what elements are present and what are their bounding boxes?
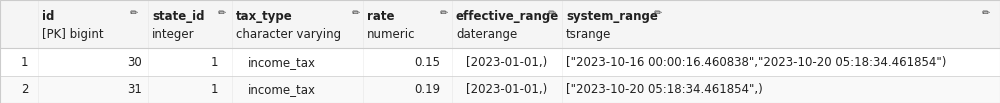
- Text: ✏: ✏: [352, 8, 360, 18]
- Text: system_range: system_range: [566, 10, 658, 23]
- Text: income_tax: income_tax: [248, 83, 316, 96]
- Text: ✏: ✏: [218, 8, 226, 18]
- Text: 2: 2: [21, 83, 28, 96]
- Text: state_id: state_id: [152, 10, 205, 23]
- Text: ["2023-10-16 00:00:16.460838","2023-10-20 05:18:34.461854"): ["2023-10-16 00:00:16.460838","2023-10-2…: [566, 56, 946, 69]
- Text: effective_range: effective_range: [456, 10, 559, 23]
- Text: rate: rate: [367, 10, 394, 23]
- Text: character varying: character varying: [236, 28, 341, 41]
- Bar: [0, 48, 1000, 76]
- Text: numeric: numeric: [367, 28, 416, 41]
- Text: ✏: ✏: [982, 8, 990, 18]
- Bar: [0, 0, 1000, 48]
- Text: 30: 30: [127, 56, 142, 69]
- Text: [2023-01-01,): [2023-01-01,): [466, 83, 547, 96]
- Text: tax_type: tax_type: [236, 10, 293, 23]
- Text: daterange: daterange: [456, 28, 517, 41]
- Text: [2023-01-01,): [2023-01-01,): [466, 56, 547, 69]
- Text: ["2023-10-20 05:18:34.461854",): ["2023-10-20 05:18:34.461854",): [566, 83, 763, 96]
- Text: income_tax: income_tax: [248, 56, 316, 69]
- Text: 0.19: 0.19: [414, 83, 440, 96]
- Text: 1: 1: [21, 56, 28, 69]
- Text: ✏: ✏: [548, 8, 556, 18]
- Text: tsrange: tsrange: [566, 28, 611, 41]
- Text: 1: 1: [210, 83, 218, 96]
- Text: 1: 1: [210, 56, 218, 69]
- Bar: [0, 76, 1000, 103]
- Text: 0.15: 0.15: [414, 56, 440, 69]
- Text: id: id: [42, 10, 54, 23]
- Text: ✏: ✏: [654, 8, 662, 18]
- Text: [PK] bigint: [PK] bigint: [42, 28, 104, 41]
- Text: integer: integer: [152, 28, 195, 41]
- Text: ✏: ✏: [130, 8, 138, 18]
- Text: ✏: ✏: [440, 8, 448, 18]
- Text: 31: 31: [127, 83, 142, 96]
